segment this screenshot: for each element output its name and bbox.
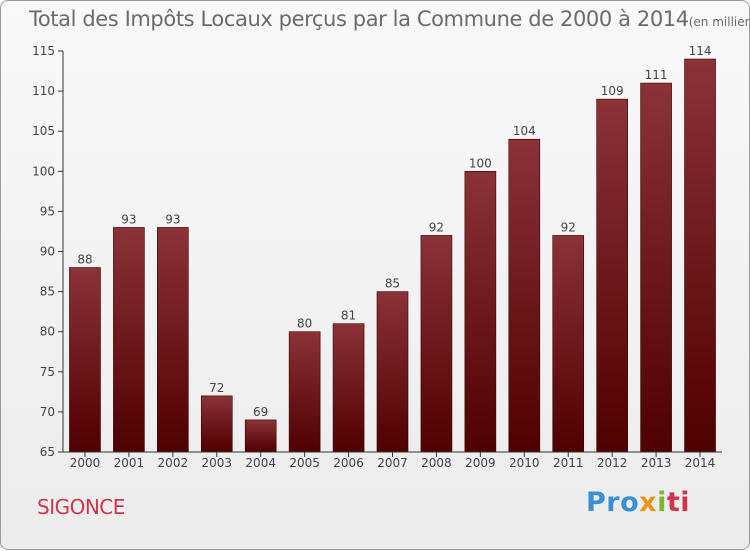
y-tick-label: 110: [32, 84, 55, 98]
data-label: 81: [341, 309, 356, 323]
x-tick-label: 2008: [421, 456, 452, 470]
bar-2006: [332, 323, 365, 453]
y-tick-label: 90: [40, 245, 55, 259]
x-tick-label: 2003: [201, 456, 232, 470]
bar-2009: [464, 171, 497, 453]
data-label: 109: [601, 84, 624, 98]
bar-2007: [376, 291, 409, 453]
data-label: 85: [385, 277, 400, 291]
data-label: 88: [77, 253, 92, 267]
x-tick-label: 2005: [289, 456, 320, 470]
data-label: 72: [209, 381, 224, 395]
bar-2000: [69, 267, 101, 453]
y-tick-label: 65: [40, 445, 55, 459]
data-label: 80: [297, 317, 312, 331]
logo-part-3: i: [657, 487, 667, 518]
x-tick-label: 2007: [377, 456, 408, 470]
y-tick-label: 105: [32, 124, 55, 138]
logo-part-1: Pro: [586, 487, 640, 518]
bar-2001: [113, 227, 145, 453]
logo-part-2: x: [639, 487, 658, 518]
y-tick-label: 100: [32, 164, 55, 178]
bar-2005: [288, 331, 321, 453]
logo-part-4: ti: [666, 487, 691, 518]
x-tick-label: 2004: [245, 456, 276, 470]
bar-2013: [640, 82, 672, 453]
bar-2010: [508, 138, 541, 453]
chart-title-text: Total des Impôts Locaux perçus par la Co…: [29, 7, 689, 31]
data-label: 114: [689, 44, 712, 58]
data-label: 69: [253, 405, 268, 419]
y-tick-label: 75: [40, 365, 55, 379]
x-tick-label: 2009: [465, 456, 496, 470]
bar-2004: [244, 419, 277, 453]
data-label: 93: [165, 212, 180, 226]
data-label: 92: [429, 220, 444, 234]
data-label: 104: [513, 124, 536, 138]
bar-2002: [157, 227, 189, 453]
data-label: 92: [561, 220, 576, 234]
data-label: 93: [121, 212, 136, 226]
x-tick-label: 2006: [333, 456, 364, 470]
x-tick-label: 2011: [553, 456, 584, 470]
data-label: 100: [469, 156, 492, 170]
x-tick-label: 2014: [685, 456, 716, 470]
y-tick-label: 115: [32, 44, 55, 58]
y-tick-label: 95: [40, 204, 55, 218]
x-tick-label: 2012: [597, 456, 628, 470]
y-tick-label: 80: [40, 325, 55, 339]
bar-2012: [596, 98, 628, 453]
x-tick-label: 2000: [70, 456, 101, 470]
chart-title: Total des Impôts Locaux perçus par la Co…: [29, 7, 750, 31]
bar-2008: [420, 235, 453, 453]
bar-2003: [200, 395, 233, 453]
commune-name: SIGONCE: [37, 495, 125, 519]
x-tick-label: 2002: [158, 456, 189, 470]
data-label: 111: [645, 68, 668, 82]
x-tick-label: 2010: [509, 456, 540, 470]
proxiti-logo: Proxiti: [586, 487, 690, 518]
x-tick-label: 2001: [114, 456, 145, 470]
chart-title-unit: (en milliers d'€): [688, 15, 750, 29]
x-tick-label: 2013: [641, 456, 672, 470]
bar-2014: [684, 58, 716, 453]
y-tick-label: 70: [40, 405, 55, 419]
y-tick-label: 85: [40, 285, 55, 299]
bar-2011: [552, 235, 585, 453]
